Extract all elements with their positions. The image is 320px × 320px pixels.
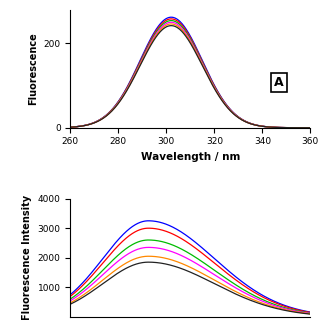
Y-axis label: Fluorescence: Fluorescence bbox=[28, 32, 38, 105]
Y-axis label: Fluorescence Intensity: Fluorescence Intensity bbox=[22, 195, 32, 320]
Text: A: A bbox=[274, 76, 284, 89]
X-axis label: Wavelength / nm: Wavelength / nm bbox=[141, 152, 240, 162]
